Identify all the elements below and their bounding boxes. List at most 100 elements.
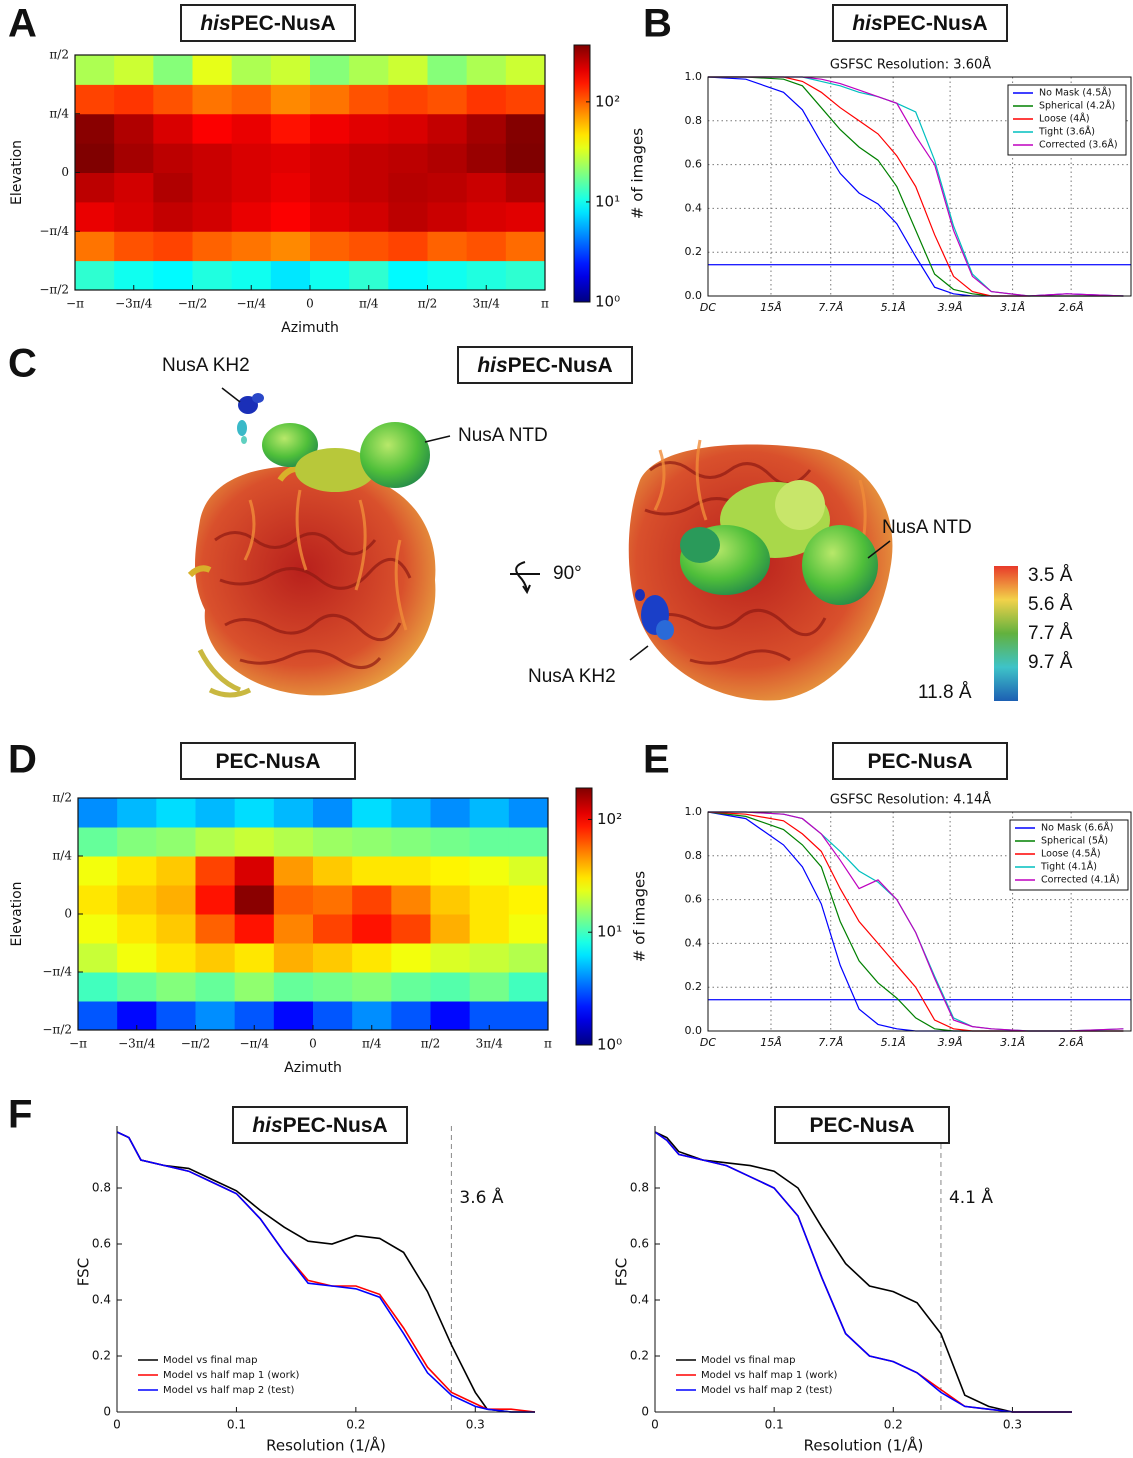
callout-line xyxy=(221,387,241,403)
x-tick-label: 0 xyxy=(113,1418,121,1432)
heat-cell xyxy=(508,798,549,828)
y-tick-label: 0.0 xyxy=(685,1024,703,1037)
y-tick-label: 0.8 xyxy=(685,849,703,862)
heat-cell xyxy=(195,972,236,1002)
heat-cell xyxy=(156,798,196,828)
heat-cell xyxy=(391,798,431,828)
heat-cell xyxy=(430,914,471,944)
legend-box xyxy=(1007,84,1127,156)
heat-cell xyxy=(508,943,549,973)
heat-cell xyxy=(469,914,510,944)
heat-cell xyxy=(75,201,115,232)
map-label: NusA NTD xyxy=(458,425,548,446)
colorbar-tick-label: 10¹ xyxy=(595,192,620,210)
heat-cell xyxy=(391,972,431,1002)
heat-cell xyxy=(430,972,471,1002)
heat-cell xyxy=(313,856,353,886)
heat-cell xyxy=(195,1001,236,1031)
x-tick-label: 0.3 xyxy=(1003,1418,1022,1432)
heat-cell xyxy=(508,827,549,857)
heat-cell xyxy=(78,856,118,886)
legend-box xyxy=(1009,819,1129,891)
heat-cell xyxy=(156,856,196,886)
heat-cell xyxy=(156,943,196,973)
x-tick-label: 7.7Å xyxy=(818,1036,843,1049)
heat-cell xyxy=(466,172,507,203)
heat-cell xyxy=(117,914,157,944)
heat-cell xyxy=(153,55,193,85)
heat-cell xyxy=(352,943,392,973)
colorbar-tick-label: 10⁰ xyxy=(597,1036,622,1054)
y-tick-label: −π/2 xyxy=(42,1023,72,1037)
heat-cell xyxy=(192,143,233,173)
x-axis-label: Resolution (1/Å) xyxy=(266,1436,386,1455)
x-tick-label: −3π/4 xyxy=(118,1037,156,1051)
heat-cell xyxy=(466,201,507,232)
title-box xyxy=(832,4,1008,42)
panel-letter: F xyxy=(8,1093,32,1137)
x-tick-label: 15Å xyxy=(760,1036,782,1049)
y-tick-label: 0 xyxy=(64,907,72,921)
y-tick-label: 0.8 xyxy=(630,1181,649,1195)
x-tick-label: 3π/4 xyxy=(473,297,501,311)
heat-cell xyxy=(310,55,350,85)
y-tick-label: 1.0 xyxy=(685,805,703,818)
heat-cell xyxy=(234,856,275,886)
title-box xyxy=(774,1106,950,1144)
heat-cell xyxy=(310,201,350,232)
y-tick-label: 0.6 xyxy=(92,1237,111,1251)
heat-cell xyxy=(469,856,510,886)
title-italic: his xyxy=(200,12,230,35)
y-tick-label: 0.8 xyxy=(92,1181,111,1195)
panel-title: PEC-NusA xyxy=(215,750,320,773)
heat-cell xyxy=(391,1001,431,1031)
heat-cell xyxy=(192,55,233,85)
heat-cell xyxy=(313,972,353,1002)
heat-cell xyxy=(153,113,193,144)
title-box xyxy=(180,4,356,42)
x-tick-label: 0.1 xyxy=(765,1418,784,1432)
heat-cell xyxy=(114,201,154,232)
heat-cell xyxy=(427,201,468,232)
heat-cell xyxy=(78,1001,118,1031)
x-tick-label: 15Å xyxy=(760,301,782,314)
heat-cell xyxy=(270,231,311,262)
heat-cell xyxy=(391,856,431,886)
heat-cell xyxy=(234,885,275,915)
legend-label: No Mask (6.6Å) xyxy=(1041,822,1113,834)
y-axis-label: Elevation xyxy=(9,881,25,946)
heat-cell xyxy=(192,113,233,144)
heat-cell xyxy=(505,201,546,232)
heat-cell xyxy=(153,231,193,262)
heat-cell xyxy=(349,55,389,85)
heat-cell xyxy=(273,914,314,944)
heat-cell xyxy=(508,972,549,1002)
chart-subtitle: GSFSC Resolution: 4.14Å xyxy=(830,792,991,808)
panel-letter: D xyxy=(8,738,37,782)
heat-cell xyxy=(78,798,118,828)
fsc-curve xyxy=(116,1131,535,1413)
title-box xyxy=(832,742,1008,780)
x-tick-label: 0 xyxy=(309,1037,317,1051)
heat-cell xyxy=(273,1001,314,1031)
heat-cell xyxy=(352,827,392,857)
heat-cell xyxy=(234,827,275,857)
heat-cell xyxy=(310,113,350,144)
heat-cell xyxy=(310,172,350,203)
heat-cell xyxy=(234,798,275,828)
heat-cell xyxy=(153,84,193,115)
y-tick-label: −π/2 xyxy=(39,283,69,297)
heat-cell xyxy=(388,113,428,144)
y-tick-label: 0.4 xyxy=(685,201,703,214)
heat-cell xyxy=(349,143,389,173)
heat-cell xyxy=(75,55,115,85)
heat-cell xyxy=(153,201,193,232)
legend-label: Model vs half map 2 (test) xyxy=(701,1385,832,1396)
heat-cell xyxy=(349,201,389,232)
heat-cell xyxy=(114,55,154,85)
heat-cell xyxy=(270,113,311,144)
x-tick-label: −π xyxy=(69,1037,87,1051)
heat-cell xyxy=(231,143,272,173)
heat-cell xyxy=(469,798,510,828)
heat-cell xyxy=(195,827,236,857)
